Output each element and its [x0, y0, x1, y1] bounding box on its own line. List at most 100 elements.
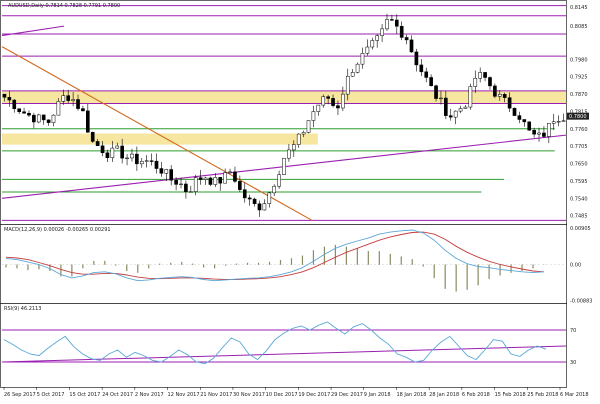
x-tick-label: 19 Dec 2017: [298, 392, 330, 398]
candle-body: [228, 172, 231, 173]
candle-body: [351, 72, 354, 76]
x-tick-label: 2 Nov 2017: [135, 392, 164, 398]
macd-panel-frame: [1, 225, 567, 304]
candle-body: [224, 173, 227, 184]
macd-hist-bar: [390, 254, 391, 265]
candle-body: [121, 146, 124, 158]
candle-body: [32, 115, 35, 122]
candle-body: [8, 97, 11, 100]
candle-body: [307, 121, 310, 133]
candle-body: [459, 108, 462, 111]
macd-hist-bar: [71, 265, 72, 277]
macd-hist-bar: [434, 265, 435, 279]
candle-body: [405, 37, 408, 39]
macd-hist-bar: [214, 265, 215, 269]
candle-body: [199, 178, 202, 180]
candle-body: [76, 99, 79, 108]
candle-body: [346, 76, 349, 94]
macd-hist-bar: [456, 265, 457, 292]
macd-hist-bar: [38, 265, 39, 270]
candle-body: [376, 36, 379, 41]
candle-body: [135, 154, 138, 164]
price-tick-label: 0.7650: [570, 162, 588, 168]
candle-body: [278, 175, 281, 187]
candle-body: [23, 112, 26, 113]
candle-body: [464, 107, 467, 108]
candle-body: [101, 146, 104, 153]
candle-body: [214, 177, 217, 184]
macd-tick-label: 0.00905: [570, 226, 591, 232]
x-tick-label: 6 Mar 2018: [560, 392, 589, 398]
candle-body: [493, 86, 496, 96]
candle-body: [238, 181, 241, 189]
price-tick-label: 0.8145: [570, 5, 588, 11]
candle-body: [371, 40, 374, 47]
candle-body: [434, 86, 437, 99]
candle-body: [395, 20, 398, 26]
macd-hist-bar: [478, 265, 479, 286]
candle-body: [268, 193, 271, 204]
candle-body: [106, 153, 109, 158]
candle-body: [243, 190, 246, 198]
price-tick-label: 0.7980: [570, 57, 588, 63]
candle-body: [86, 111, 89, 132]
candle-body: [209, 178, 212, 185]
candle-body: [327, 97, 330, 99]
price-tick-label: 0.7540: [570, 196, 588, 202]
x-tick-label: 10 Dec 2017: [266, 392, 298, 398]
candle-body: [282, 158, 285, 174]
candle-body: [165, 169, 168, 173]
candle-body: [194, 178, 197, 192]
macd-hist-bar: [27, 265, 28, 271]
macd-hist-bar: [346, 247, 347, 265]
candle-body: [52, 115, 55, 122]
macd-hist-bar: [489, 265, 490, 280]
candle-body: [322, 97, 325, 105]
candle-body: [160, 169, 163, 174]
macd-hist-bar: [225, 265, 226, 266]
macd-tick-label: 0.00: [570, 263, 581, 269]
x-tick-label: 30 Nov 2017: [233, 392, 265, 398]
candle-body: [356, 64, 359, 72]
candle-body: [361, 53, 364, 64]
macd-hist-bar: [5, 265, 6, 268]
candle-body: [189, 192, 192, 193]
candle-body: [415, 52, 418, 65]
candle-body: [302, 132, 305, 134]
x-tick-label: 15 Feb 2018: [495, 392, 526, 398]
candle-body: [18, 109, 21, 112]
macd-hist-bar: [313, 250, 314, 265]
candle-body: [498, 94, 501, 96]
candle-body: [219, 177, 222, 183]
candle-body: [341, 94, 344, 108]
macd-hist-bar: [302, 256, 303, 265]
macd-hist-bar: [368, 251, 369, 265]
macd-hist-bar: [510, 265, 511, 273]
candle-body: [130, 154, 133, 158]
candle-body: [179, 184, 182, 185]
price-tick-label: 0.7870: [570, 92, 588, 98]
candle-body: [42, 115, 45, 120]
candle-body: [518, 116, 521, 120]
candle-body: [67, 96, 70, 101]
x-tick-label: 25 Feb 2018: [527, 392, 558, 398]
rsi-panel-frame: [1, 304, 567, 388]
macd-hist-bar: [445, 265, 446, 289]
macd-hist-bar: [16, 265, 17, 269]
candle-body: [170, 169, 173, 180]
candle-body: [233, 172, 236, 181]
candle-body: [381, 29, 384, 36]
candle-body: [140, 161, 143, 164]
candle-body: [444, 98, 447, 116]
macd-hist-bar: [423, 265, 424, 267]
macd-hist-bar: [357, 248, 358, 264]
candle-body: [542, 133, 545, 137]
candle-body: [400, 26, 403, 37]
candle-body: [547, 123, 550, 136]
candle-body: [111, 148, 114, 158]
macd-hist-bar: [247, 263, 248, 265]
candle-body: [273, 186, 276, 193]
candle-body: [537, 133, 540, 134]
